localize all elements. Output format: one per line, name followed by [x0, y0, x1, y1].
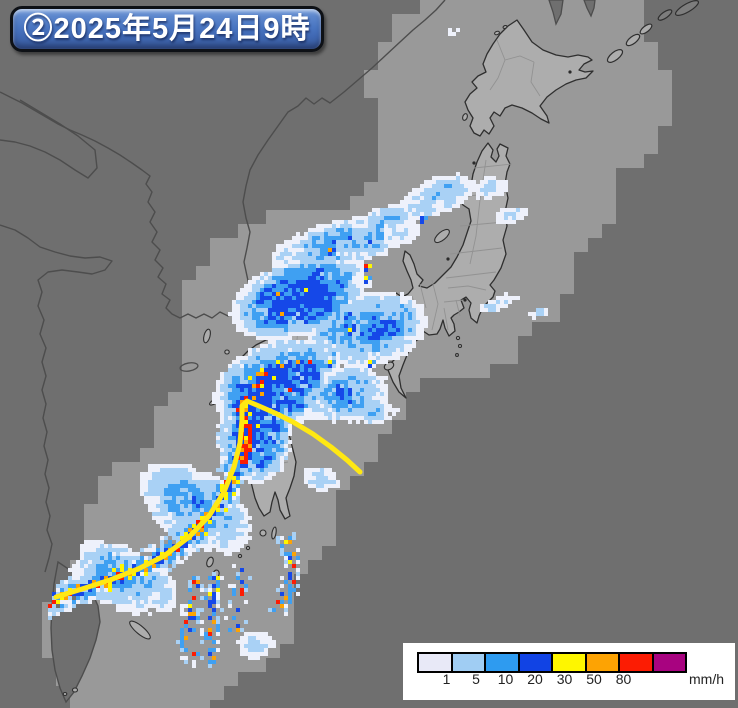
- legend-unit: mm/h: [689, 671, 724, 687]
- legend-label: 5: [472, 671, 480, 687]
- legend-swatch: [618, 652, 654, 673]
- legend-label: 1: [442, 671, 451, 687]
- legend-label: 50: [586, 671, 602, 687]
- legend-swatch-row: [417, 652, 687, 673]
- legend-swatch: [584, 652, 620, 673]
- legend-label: 20: [527, 671, 543, 687]
- rainfall-legend: 1 5 10 20 30 50 80 mm/h: [403, 643, 735, 700]
- legend-label: 30: [556, 671, 573, 687]
- legend-swatch: [551, 652, 587, 673]
- legend-swatch: [484, 652, 520, 673]
- legend-swatch: [651, 652, 687, 673]
- map-date-title: ②2025年5月24日9時: [23, 12, 311, 45]
- legend-swatch: [417, 652, 453, 673]
- legend-label: 10: [497, 671, 514, 687]
- legend-label-row: 1 5 10 20 30 50 80: [403, 671, 735, 691]
- legend-swatch: [450, 652, 486, 673]
- title-badge: ②2025年5月24日9時: [10, 6, 324, 52]
- legend-label: 80: [615, 671, 632, 687]
- legend-swatch: [517, 652, 553, 673]
